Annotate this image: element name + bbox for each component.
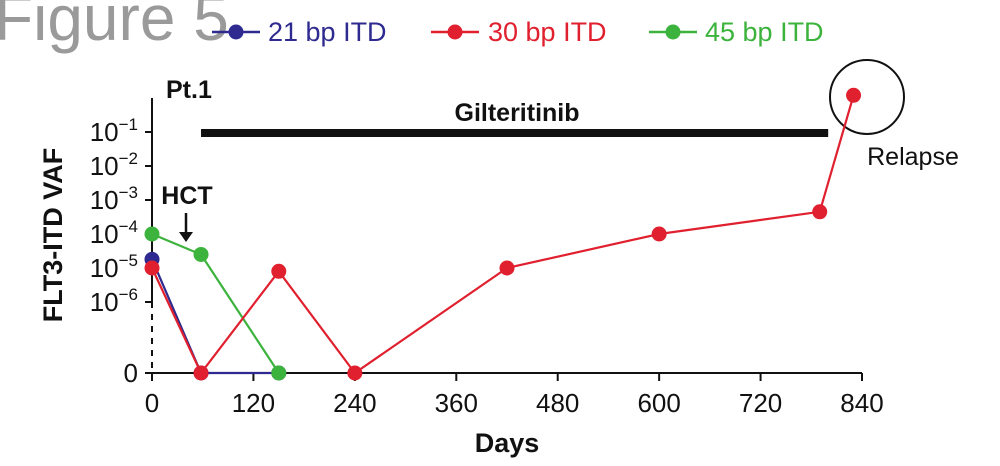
legend: 21 bp ITD 30 bp ITD 45 bp ITD bbox=[212, 17, 824, 47]
y-tick-label: 10−3 bbox=[90, 183, 138, 215]
data-point-30bp bbox=[846, 87, 862, 103]
data-point-45bp bbox=[271, 365, 287, 381]
series-layer bbox=[144, 87, 862, 381]
x-tick-label: 840 bbox=[840, 388, 883, 418]
y-tick-label: 10−2 bbox=[90, 149, 138, 181]
legend-item-21bp: 21 bp ITD bbox=[212, 17, 387, 47]
series-line-30bp bbox=[151, 95, 855, 376]
y-tick-label: 10−1 bbox=[90, 115, 138, 147]
legend-label-30bp: 30 bp ITD bbox=[488, 17, 607, 47]
relapse-annotation: Relapse bbox=[829, 59, 959, 171]
figure-label: Figure 5 bbox=[0, 0, 229, 54]
legend-label-21bp: 21 bp ITD bbox=[268, 17, 387, 47]
x-tick-label: 600 bbox=[637, 388, 680, 418]
legend-item-45bp: 45 bp ITD bbox=[649, 17, 824, 47]
data-point-30bp bbox=[812, 204, 828, 220]
y-tick-label: 10−4 bbox=[90, 217, 138, 249]
x-tick-label: 240 bbox=[333, 388, 376, 418]
x-tick-label: 120 bbox=[232, 388, 275, 418]
legend-label-45bp: 45 bp ITD bbox=[705, 17, 824, 47]
relapse-label: Relapse bbox=[867, 143, 959, 171]
x-tick-label: 360 bbox=[435, 388, 478, 418]
treatment-annotation: Gilteritinib bbox=[201, 99, 829, 137]
y-tick-label: 0 bbox=[124, 358, 138, 388]
data-point-30bp bbox=[651, 226, 667, 242]
data-point-45bp bbox=[144, 226, 160, 242]
y-axis-title: FLT3-ITD VAF bbox=[38, 148, 68, 322]
data-point-30bp bbox=[144, 260, 160, 276]
x-axis-title: Days bbox=[475, 428, 540, 458]
relapse-circle bbox=[829, 59, 905, 135]
hct-label: HCT bbox=[161, 182, 212, 210]
data-point-30bp bbox=[499, 260, 515, 276]
y-tick-label: 10−6 bbox=[90, 285, 138, 317]
data-point-30bp bbox=[193, 365, 209, 381]
data-point-30bp bbox=[271, 263, 287, 279]
treatment-label: Gilteritinib bbox=[455, 99, 580, 127]
y-tick-label: 10−5 bbox=[90, 251, 138, 283]
x-tick-label: 720 bbox=[739, 388, 782, 418]
panel-title: Pt.1 bbox=[166, 76, 212, 104]
data-point-45bp bbox=[193, 246, 209, 262]
hct-annotation: HCT bbox=[161, 182, 213, 242]
hct-arrow-icon bbox=[179, 232, 193, 242]
legend-item-30bp: 30 bp ITD bbox=[431, 17, 607, 47]
data-point-30bp bbox=[347, 365, 363, 381]
x-tick-label: 480 bbox=[536, 388, 579, 418]
x-tick-label: 0 bbox=[145, 388, 159, 418]
